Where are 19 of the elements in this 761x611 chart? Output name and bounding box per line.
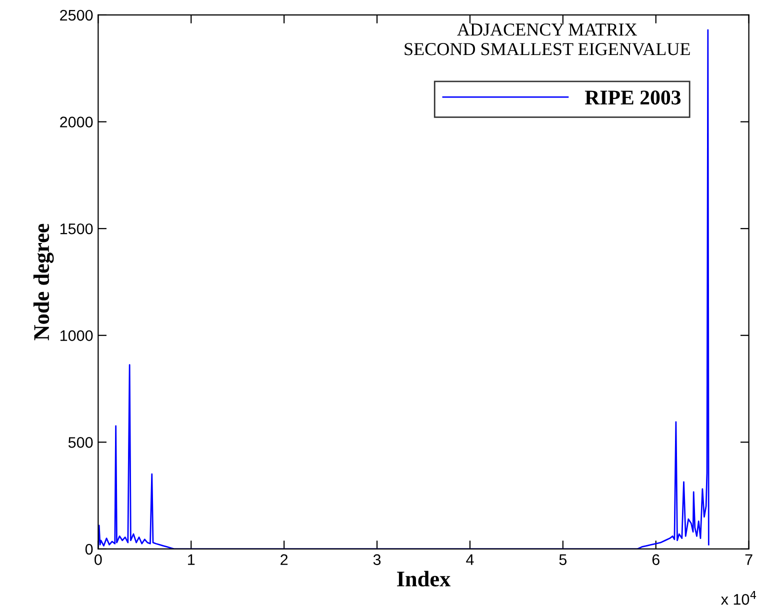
y-tick-label: 0	[85, 544, 93, 555]
x-tick-label: 2	[280, 554, 288, 565]
y-tick-label: 1000	[60, 330, 93, 342]
series-label: RIPE 2003	[584, 90, 681, 105]
x-tick-label: 4	[466, 554, 474, 565]
y-tick-label: 1500	[60, 223, 93, 234]
x-tick-label: 1	[188, 554, 195, 565]
y-axis-title: Node degree	[33, 224, 54, 340]
x-tick-label: 0	[94, 554, 102, 566]
x-tick-label: 7	[745, 554, 752, 565]
x-tick-label: 3	[373, 554, 381, 566]
x-tick-label: 5	[559, 554, 567, 566]
x-tick-label: 6	[652, 554, 660, 566]
y-tick-label: 2500	[60, 10, 93, 21]
x-axis-title: Index	[397, 570, 451, 587]
text: x 10$^{4}$	[721, 591, 756, 605]
text: ADJACENCY MATRIX SECOND SMALLEST EIGENVALUE	[404, 24, 690, 56]
y-tick-label: 500	[68, 437, 93, 448]
y-tick-label: 2000	[60, 116, 93, 128]
